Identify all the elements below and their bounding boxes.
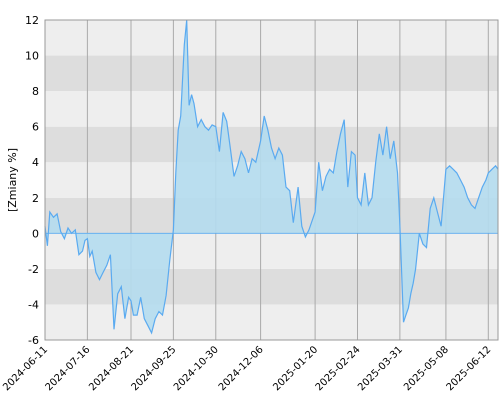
x-tick-label: 2025-06-12 (445, 344, 494, 393)
series-line (44, 19, 499, 335)
y-tick-label: 8 (32, 85, 39, 98)
y-tick-label: 6 (32, 121, 39, 134)
band (45, 20, 498, 56)
x-tick-label: 2024-12-06 (217, 344, 266, 393)
y-tick-label: 0 (32, 227, 39, 240)
plot-frame (44, 19, 499, 341)
y-axis-label: [Zmiany %] (6, 148, 19, 212)
y-tick-label: -2 (28, 263, 39, 276)
y-tick-label: -6 (28, 334, 39, 347)
band (45, 91, 498, 127)
band (45, 304, 498, 340)
x-axis-ticks: 2024-06-112024-07-162024-08-212024-09-25… (1, 344, 493, 393)
area-fill (45, 20, 498, 333)
y-axis-ticks: -6 -4 -2 0 2 4 6 8 10 12 (25, 14, 39, 347)
y-tick-label: 2 (32, 192, 39, 205)
x-tick-label: 2024-10-30 (172, 344, 221, 393)
y-tick-label: 10 (25, 50, 39, 63)
x-tick-label: 2025-03-31 (356, 344, 405, 393)
y-tick-label: -4 (28, 298, 39, 311)
y-tick-label: 12 (25, 14, 39, 27)
band (45, 55, 498, 92)
y-tick-label: 4 (32, 156, 39, 169)
x-tick-label: 2024-07-16 (44, 344, 93, 393)
